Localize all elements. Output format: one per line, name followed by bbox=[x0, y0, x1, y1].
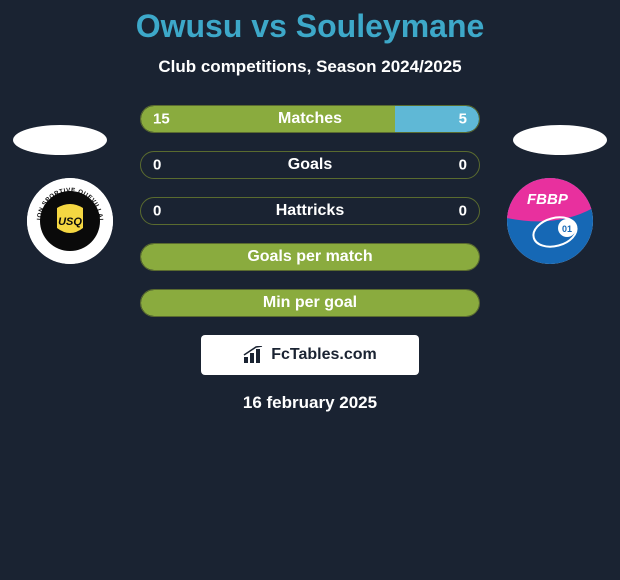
page-title: Owusu vs Souleymane bbox=[0, 8, 620, 45]
stat-value-left: 0 bbox=[153, 157, 161, 174]
svg-text:USQ: USQ bbox=[58, 216, 82, 228]
stat-row-min-per-goal: Min per goal bbox=[140, 289, 480, 317]
stat-value-left: 15 bbox=[153, 111, 170, 128]
stat-fill-left bbox=[141, 106, 395, 132]
stat-row-hattricks: 0 0 Hattricks bbox=[140, 197, 480, 225]
stat-row-goals: 0 0 Goals bbox=[140, 151, 480, 179]
team-crest-left[interactable]: USQ UNION SPORTIVE QUEVILLAISE bbox=[27, 178, 113, 264]
stat-label: Matches bbox=[278, 110, 342, 128]
svg-text:FBBP: FBBP bbox=[527, 191, 569, 208]
brand-chart-icon bbox=[243, 346, 265, 364]
stat-row-matches: 15 5 Matches bbox=[140, 105, 480, 133]
svg-text:01: 01 bbox=[562, 224, 572, 234]
date-text: 16 february 2025 bbox=[0, 393, 620, 413]
flag-left-placeholder bbox=[13, 125, 107, 155]
stat-value-left: 0 bbox=[153, 203, 161, 220]
stat-label: Goals bbox=[288, 156, 332, 174]
stat-label: Hattricks bbox=[276, 202, 344, 220]
team-crest-right[interactable]: FBBP 01 bbox=[507, 178, 593, 264]
stats-container: 15 5 Matches 0 0 Goals 0 0 Hattricks Goals per ma… bbox=[140, 105, 480, 317]
stat-row-goals-per-match: Goals per match bbox=[140, 243, 480, 271]
crest-right-icon: FBBP 01 bbox=[507, 178, 593, 264]
stat-value-right: 0 bbox=[459, 203, 467, 220]
stat-label: Min per goal bbox=[263, 294, 357, 312]
subtitle: Club competitions, Season 2024/2025 bbox=[0, 57, 620, 77]
stat-value-right: 0 bbox=[459, 157, 467, 174]
flag-right-placeholder bbox=[513, 125, 607, 155]
stat-value-right: 5 bbox=[459, 111, 467, 128]
brand-badge[interactable]: FcTables.com bbox=[201, 335, 419, 375]
crest-left-icon: USQ UNION SPORTIVE QUEVILLAISE bbox=[27, 178, 113, 264]
stat-label: Goals per match bbox=[247, 248, 372, 266]
brand-text: FcTables.com bbox=[271, 346, 377, 364]
